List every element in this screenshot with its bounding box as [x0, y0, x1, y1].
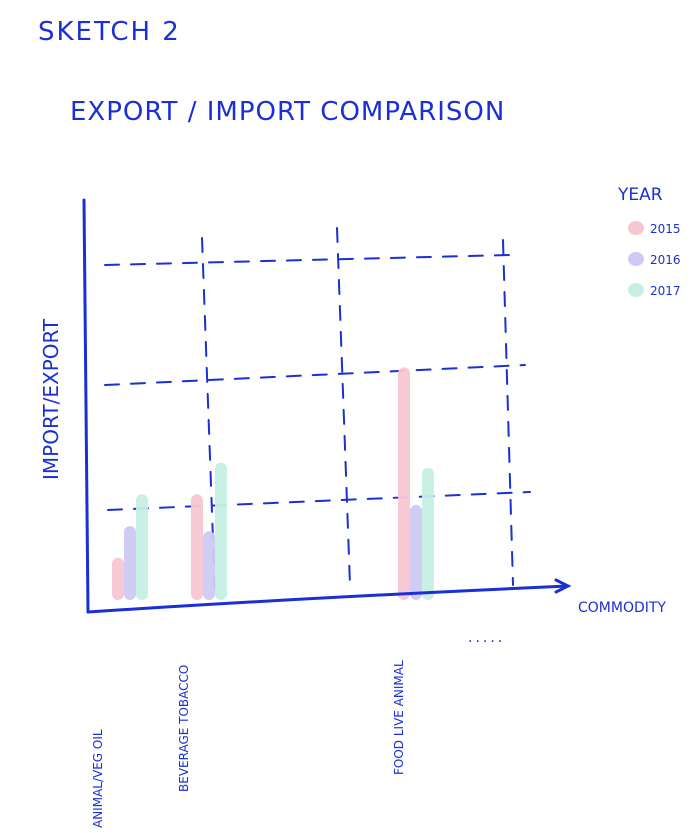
- bar-2017-3: [422, 467, 434, 600]
- category-label-3: FOOD LIVE ANIMAL: [392, 660, 406, 775]
- legend-swatch-2017: [628, 283, 644, 297]
- bar-2016-3: [410, 504, 422, 600]
- legend-swatch-2016: [628, 252, 644, 266]
- bar-2015-2: [191, 494, 203, 600]
- y-axis-line: [82, 198, 90, 614]
- bar-2015-3: [398, 367, 410, 600]
- bar-2016-1: [124, 526, 136, 600]
- category-label-2: BEVERAGE TOBACCO: [177, 665, 191, 792]
- bar-2017-2: [215, 462, 227, 600]
- legend-label-2015: 2015: [650, 222, 681, 236]
- bar-2016-2: [203, 531, 215, 600]
- legend: 2015 2016 2017: [628, 221, 681, 298]
- category-labels: ANIMAL/VEG OIL BEVERAGE TOBACCO FOOD LIVE …: [91, 630, 505, 828]
- legend-swatch-2015: [628, 221, 644, 235]
- chart-title: EXPORT / IMPORT COMPARISON: [70, 97, 505, 127]
- bar-2017-1: [136, 494, 148, 600]
- sketch-label: SKETCH 2: [38, 17, 181, 47]
- category-label-4: .....: [468, 630, 505, 646]
- legend-label-2017: 2017: [650, 284, 681, 298]
- legend-label-2016: 2016: [650, 253, 681, 267]
- category-label-1: ANIMAL/VEG OIL: [91, 729, 105, 828]
- grid-line-h3: [107, 491, 531, 511]
- grid-line-v2: [336, 227, 351, 586]
- x-axis-arrow-icon: [554, 578, 572, 594]
- bars-layer: [112, 367, 434, 600]
- grid-line-h2: [104, 364, 526, 386]
- legend-title: YEAR: [617, 185, 663, 205]
- grid-line-h1: [104, 254, 511, 266]
- y-axis-label: IMPORT/EXPORT: [39, 318, 63, 480]
- grid-line-v3: [502, 239, 514, 586]
- bar-2015-1: [112, 557, 124, 600]
- x-axis-line: [86, 584, 570, 614]
- chart-grid: [104, 227, 531, 596]
- x-axis-label: COMMODITY: [578, 600, 666, 616]
